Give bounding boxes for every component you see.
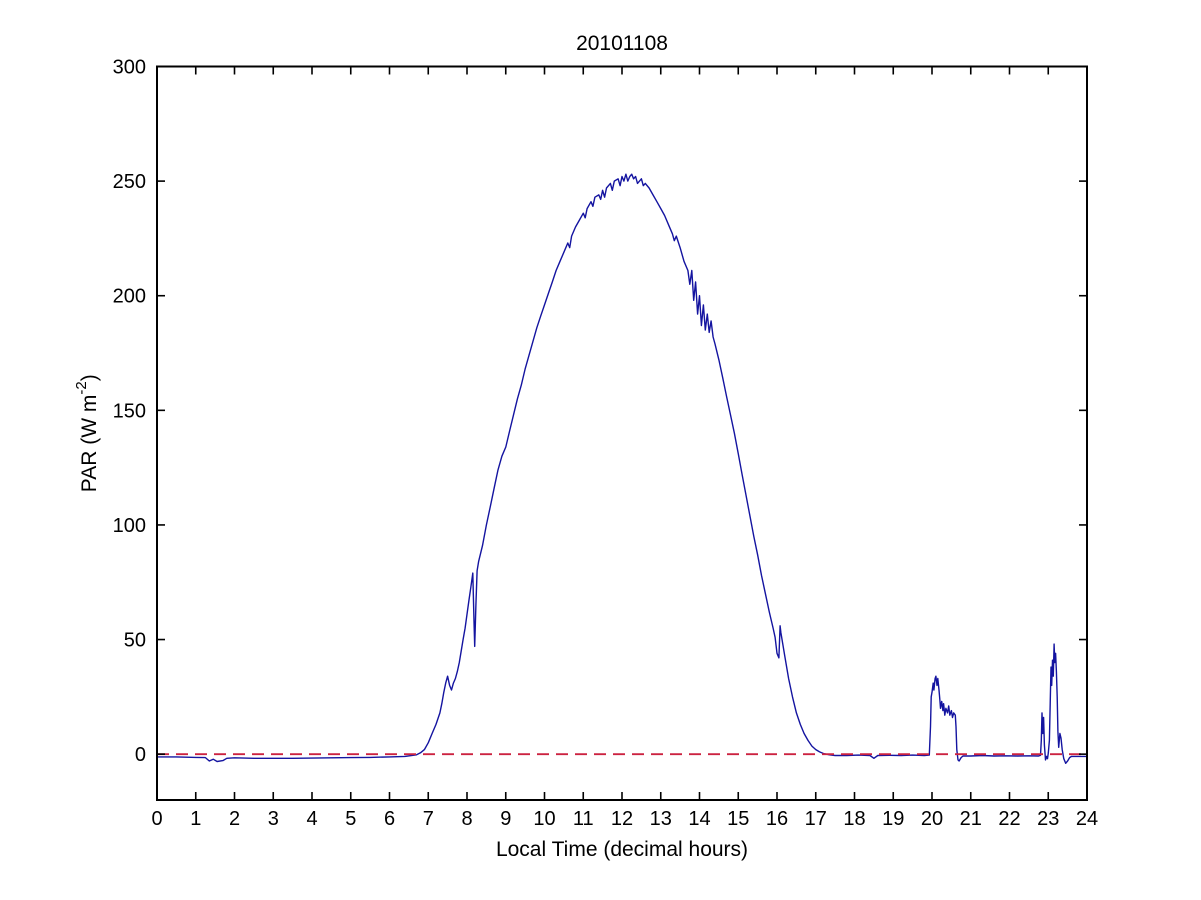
x-tick-label: 24 — [1076, 808, 1098, 830]
y-tick-label: 200 — [113, 286, 146, 308]
x-tick-label: 11 — [573, 808, 594, 830]
y-tick-label: 50 — [124, 630, 146, 652]
x-tick-label: 6 — [384, 808, 395, 830]
y-tick-label: 300 — [113, 57, 146, 79]
x-tick-label: 20 — [921, 808, 943, 830]
x-tick-label: 2 — [229, 808, 240, 830]
x-tick-label: 7 — [423, 808, 434, 830]
x-tick-label: 16 — [766, 808, 788, 830]
y-axis-label-superscript: -2 — [73, 381, 90, 394]
x-tick-label: 0 — [151, 808, 162, 830]
x-axis-tick-labels: 0 1 2 3 4 5 6 7 8 9 10 11 12 13 14 15 16 17 18 19 20 21 22 23 24 — [151, 808, 1098, 830]
y-axis-label-main: PAR (W m — [78, 395, 101, 493]
x-tick-label: 17 — [805, 808, 827, 830]
x-tick-label: 12 — [611, 808, 633, 830]
y-tick-label: 150 — [113, 400, 146, 422]
y-axis-label-close: ) — [78, 374, 101, 381]
x-tick-label: 1 — [190, 808, 201, 830]
x-tick-label: 10 — [533, 808, 555, 830]
y-axis-label: PAR (W m-2) — [73, 374, 101, 492]
x-tick-label: 4 — [306, 808, 317, 830]
x-tick-label: 15 — [727, 808, 749, 830]
x-axis-label: Local Time (decimal hours) — [496, 838, 748, 861]
x-tick-label: 18 — [843, 808, 865, 830]
x-tick-label: 22 — [998, 808, 1020, 830]
x-tick-label: 9 — [500, 808, 511, 830]
x-tick-label: 8 — [461, 808, 472, 830]
x-tick-label: 13 — [650, 808, 672, 830]
data-series-lines — [157, 173, 1087, 764]
x-tick-label: 3 — [268, 808, 279, 830]
x-tick-label: 14 — [688, 808, 710, 830]
x-tick-label: 5 — [345, 808, 356, 830]
series-line-PAR-measured — [157, 173, 1087, 764]
axis-tick-marks — [156, 65, 1088, 800]
y-axis-tick-labels: 0 50 100 150 200 250 300 — [113, 57, 146, 767]
x-tick-label: 23 — [1037, 808, 1059, 830]
y-tick-label: 100 — [113, 515, 146, 537]
x-tick-label: 19 — [882, 808, 904, 830]
y-tick-label: 250 — [113, 171, 146, 193]
chart-title: 20101108 — [576, 32, 668, 55]
y-tick-label: 0 — [135, 744, 146, 766]
x-tick-label: 21 — [960, 808, 982, 830]
